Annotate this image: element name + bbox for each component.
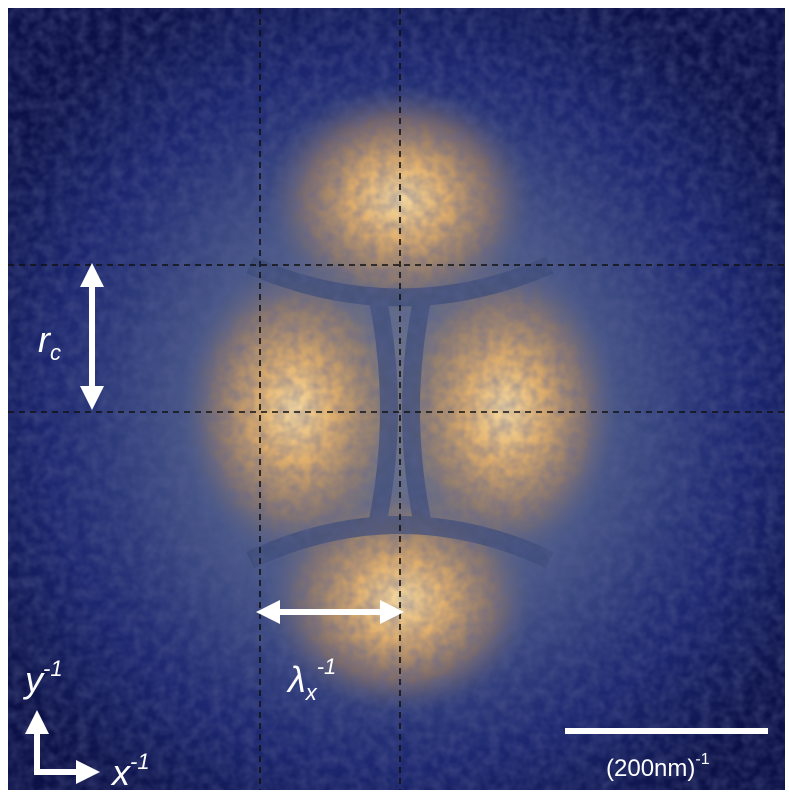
label-part: c <box>50 340 61 365</box>
scale-bar-label: (200nm)-1 <box>606 751 710 782</box>
label-part: r <box>38 319 52 360</box>
label-part: -1 <box>130 749 150 774</box>
label-part: -1 <box>317 654 337 679</box>
x-axis-label: x-1 <box>110 749 150 793</box>
label-part: -1 <box>43 656 63 681</box>
label-part: λ <box>286 659 306 700</box>
rc-label: rc <box>38 319 61 365</box>
label-part: x <box>305 680 318 705</box>
label-part: y <box>22 659 45 700</box>
y-axis-label: y-1 <box>22 656 63 700</box>
diffraction-image <box>8 8 785 790</box>
label-part: -1 <box>695 751 709 768</box>
label-part: x <box>110 752 132 793</box>
label-part: (200nm) <box>606 755 695 782</box>
lambda-label: λx-1 <box>286 654 336 705</box>
arrows <box>25 263 768 784</box>
